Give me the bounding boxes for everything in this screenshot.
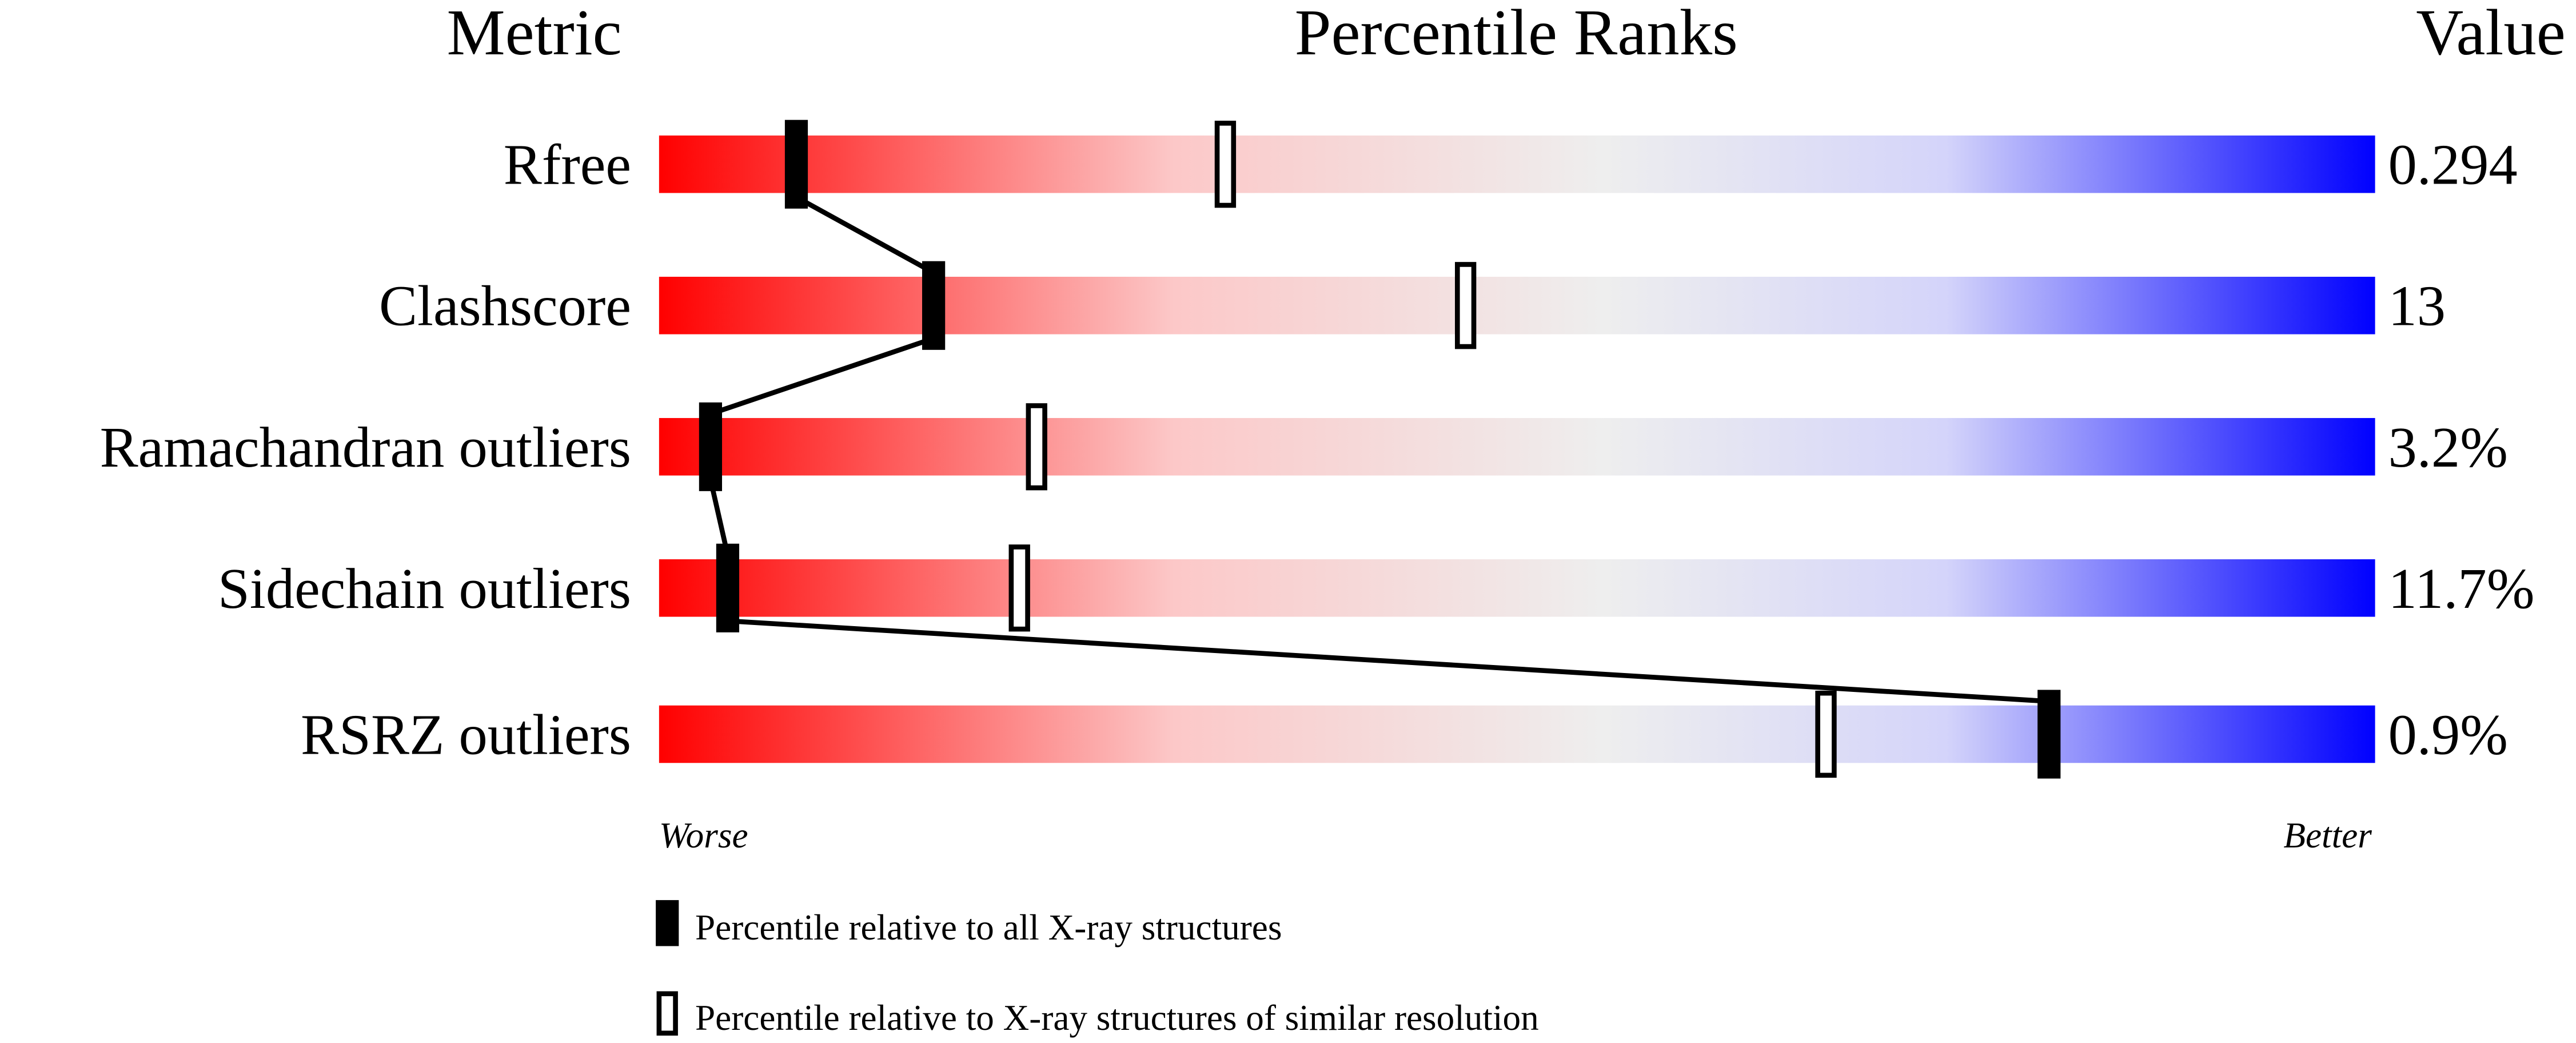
- metric-value: 13: [2388, 274, 2446, 338]
- chart-title: Percentile Ranks: [1295, 0, 1738, 69]
- marker-similar-resolution: [1815, 690, 1837, 778]
- marker-similar-resolution: [1214, 121, 1237, 208]
- axis-worse-label: Worse: [659, 815, 748, 855]
- percentile-bar: [659, 559, 2375, 617]
- legend-filled-marker: [656, 900, 679, 946]
- percentile-bar: [659, 135, 2375, 193]
- connector-line: [795, 194, 935, 275]
- marker-all-structures: [922, 261, 946, 350]
- percentile-bar: [659, 705, 2375, 763]
- connector-line: [709, 336, 935, 416]
- percentile-bar: [659, 418, 2375, 476]
- marker-similar-resolution: [1008, 544, 1030, 632]
- percentile-bar: [659, 277, 2375, 335]
- marker-similar-resolution: [1026, 403, 1047, 491]
- metric-label: RSRZ outliers: [301, 702, 631, 766]
- value-header: Value: [2416, 0, 2566, 69]
- metric-value: 0.9%: [2388, 702, 2508, 766]
- connector-line: [708, 479, 731, 556]
- legend-label-similar: Percentile relative to X-ray structures …: [695, 998, 1539, 1038]
- legend-open-marker: [656, 991, 678, 1036]
- marker-similar-resolution: [1454, 262, 1477, 349]
- marker-all-structures: [2037, 690, 2061, 779]
- axis-better-label: Better: [2283, 815, 2372, 855]
- marker-all-structures: [784, 120, 808, 209]
- metric-header: Metric: [446, 0, 621, 69]
- marker-all-structures: [699, 402, 723, 491]
- metric-label: Ramachandran outliers: [100, 415, 631, 479]
- metric-label: Clashscore: [379, 274, 631, 338]
- metric-value: 0.294: [2388, 133, 2518, 197]
- marker-all-structures: [716, 543, 740, 632]
- connector-line: [727, 618, 2049, 704]
- legend-label-all: Percentile relative to all X-ray structu…: [695, 907, 1282, 948]
- metric-label: Sidechain outliers: [218, 556, 631, 620]
- metric-value: 11.7%: [2388, 556, 2535, 620]
- metric-label: Rfree: [504, 133, 631, 197]
- metric-value: 3.2%: [2388, 415, 2508, 479]
